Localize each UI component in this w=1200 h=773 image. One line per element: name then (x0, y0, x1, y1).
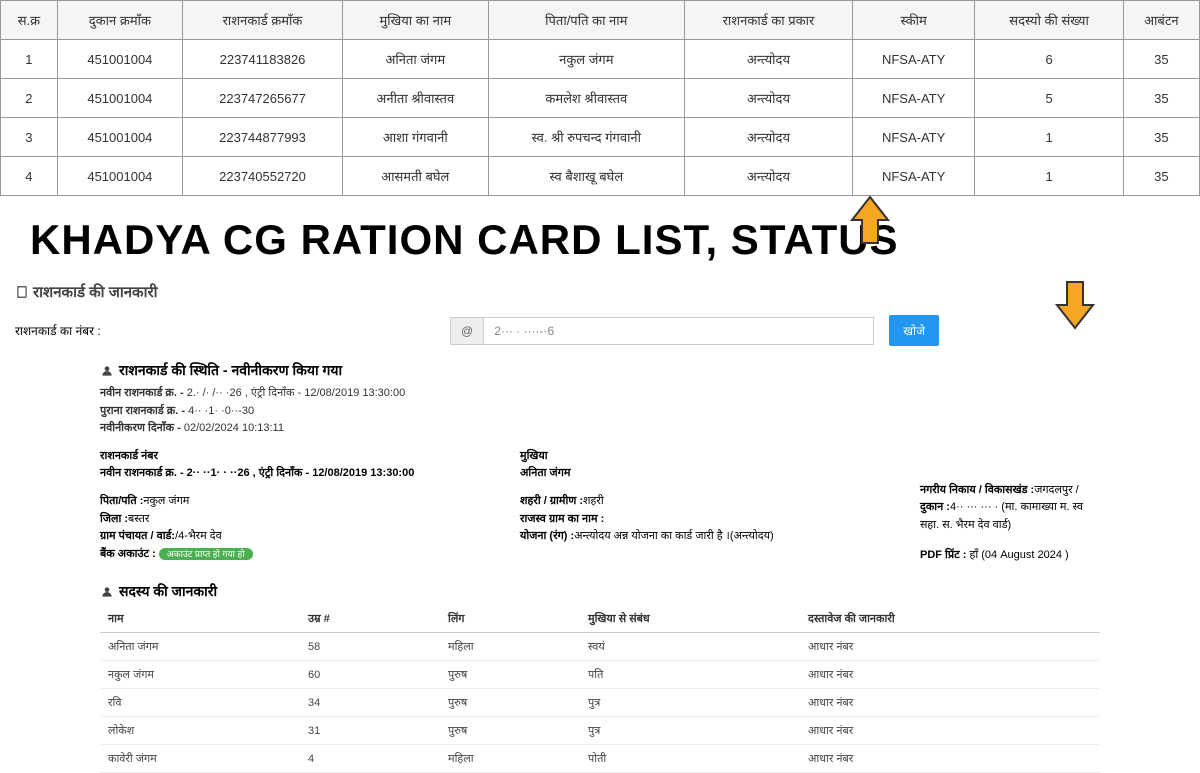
col-header: राशनकार्ड का प्रकार (685, 1, 853, 40)
member-row: कावेरी जंगम4महिलापोतीआधार नंबर (100, 745, 1100, 773)
users-icon (100, 585, 114, 599)
col-header: उम्र # (300, 605, 440, 633)
table-row: 3451001004223744877993आशा गंगवानीस्व. श्… (1, 118, 1200, 157)
table-row: 2451001004223747265677अनीता श्रीवास्तवकम… (1, 79, 1200, 118)
account-badge: अकाउंट प्राप्त हो गया हो (159, 548, 253, 560)
info-grid: राशनकार्ड नंबर नवीन राशनकार्ड क्र. - 2··… (100, 438, 1100, 574)
info-col-3: नगरीय निकाय / विकासखंड :जगदलपुर / दुकान … (920, 448, 1100, 564)
card-info-header: राशनकार्ड की जानकारी (0, 274, 1200, 310)
member-row: अनिता जंगम58महिलास्वयंआधार नंबर (100, 633, 1100, 661)
ration-card-list-table: स.क्रदुकान क्रमाँकराशनकार्ड क्रमाँकमुखिय… (0, 0, 1200, 196)
members-table: नामउम्र #लिंगमुखिया से संबंधदस्तावेज की … (100, 605, 1100, 773)
arrow-down-icon (1055, 280, 1095, 333)
info-col-2: मुखिया अनिता जंगम शहरी / ग्रामीण :शहरी र… (520, 448, 900, 564)
status-line-3: नवीनीकरण दिनाँक - 02/02/2024 10:13:11 (100, 420, 1100, 438)
col-header: नाम (100, 605, 300, 633)
col-header: दस्तावेज की जानकारी (800, 605, 1100, 633)
page-title: KHADYA CG RATION CARD LIST, STATUS (0, 196, 1200, 274)
book-icon (15, 285, 29, 299)
table-row: 1451001004223741183826अनिता जंगमनकुल जंग… (1, 40, 1200, 79)
search-label: राशनकार्ड का नंबर : (15, 322, 435, 339)
member-row: लोकेश31पुरुषपुत्रआधार नंबर (100, 717, 1100, 745)
col-header: दुकान क्रमाँक (57, 1, 182, 40)
ration-number-input[interactable] (484, 317, 874, 345)
search-button[interactable]: खोजे (889, 315, 939, 346)
input-addon: @ (450, 317, 484, 345)
member-row: रवि34पुरुषपुत्रआधार नंबर (100, 689, 1100, 717)
users-icon (100, 364, 114, 378)
col-header: आबंटन (1123, 1, 1199, 40)
members-title: सदस्य की जानकारी (100, 574, 1100, 605)
status-title: राशनकार्ड की स्थिति - नवीनीकरण किया गया (100, 356, 1100, 385)
info-col-1: राशनकार्ड नंबर नवीन राशनकार्ड क्र. - 2··… (100, 448, 500, 564)
col-header: मुखिया का नाम (343, 1, 489, 40)
arrow-up-icon (850, 195, 890, 248)
status-line-2: पुराना राशनकार्ड क्र. - 4·· ·1· ·0··-30 (100, 403, 1100, 421)
col-header: पिता/पति का नाम (488, 1, 684, 40)
col-header: मुखिया से संबंध (580, 605, 800, 633)
table-row: 4451001004223740552720आसमती बघेलस्व बैशा… (1, 157, 1200, 196)
status-line-1: नवीन राशनकार्ड क्र. - 2.· /· /·· ·26 , ए… (100, 385, 1100, 403)
col-header: स.क्र (1, 1, 58, 40)
search-row: राशनकार्ड का नंबर : @ खोजे (0, 310, 1200, 356)
col-header: स्कीम (852, 1, 974, 40)
col-header: राशनकार्ड क्रमाँक (183, 1, 343, 40)
col-header: लिंग (440, 605, 580, 633)
col-header: सदस्यो की संख्या (975, 1, 1123, 40)
